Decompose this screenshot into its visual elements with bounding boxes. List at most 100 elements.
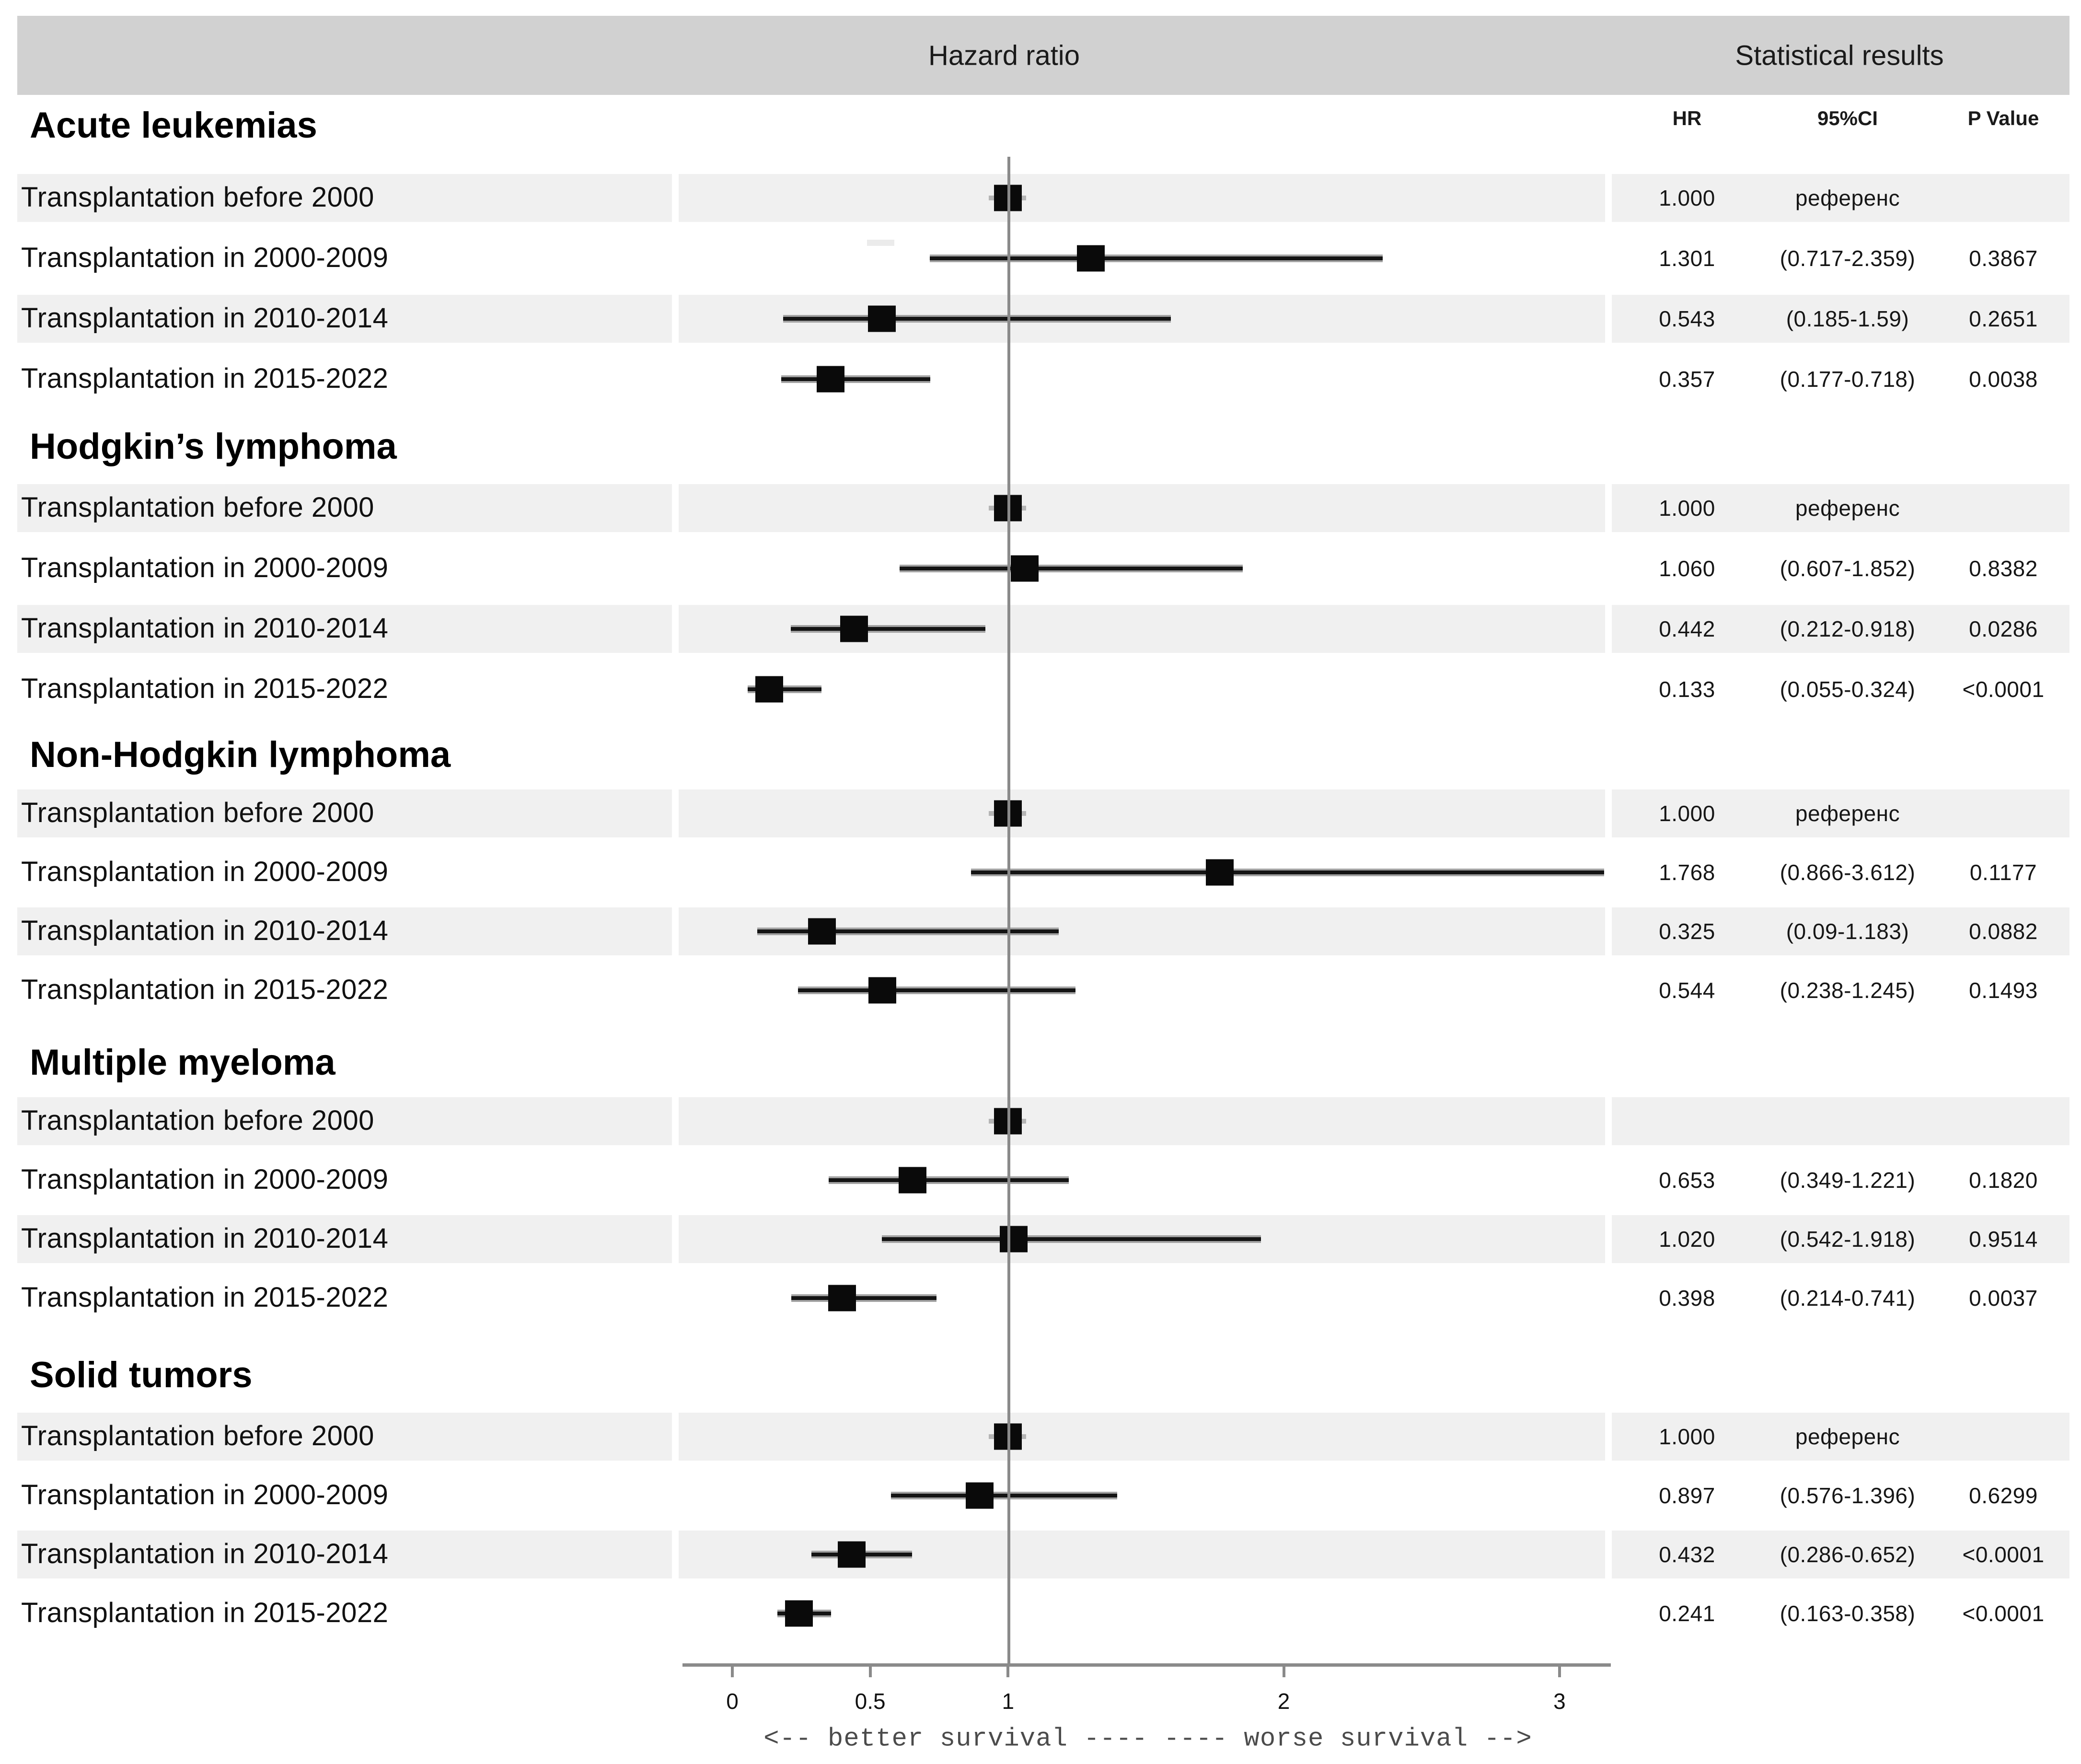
stat-ci-solid-tumors-row-3: (0.163-0.358) — [1780, 1601, 1916, 1626]
stat-ci-hodgkin-s-lymphoma-row-0: референс — [1795, 496, 1900, 521]
stat-p-solid-tumors-row-3: <0.0001 — [1962, 1601, 2045, 1626]
row-label-solid-tumors-row-2: Transplantation in 2010-2014 — [21, 1538, 389, 1570]
stat-p-hodgkin-s-lymphoma-row-1: 0.8382 — [1969, 556, 2038, 581]
row-band-stats-solid-tumors-row-2 — [1612, 1531, 2069, 1578]
row-band-plot-multiple-myeloma-row-0 — [679, 1097, 1605, 1145]
stat-hr-solid-tumors-row-0: 1.000 — [1659, 1424, 1715, 1449]
stats-title: Statistical results — [1735, 40, 1944, 71]
x-tick-label-3: 3 — [1553, 1689, 1566, 1714]
render-artifact-dash — [867, 240, 894, 246]
row-label-multiple-myeloma-row-1: Transplantation in 2000-2009 — [21, 1164, 389, 1195]
stat-ci-non-hodgkin-lymphoma-row-3: (0.238-1.245) — [1780, 978, 1916, 1003]
stat-ci-multiple-myeloma-row-2: (0.542-1.918) — [1780, 1227, 1916, 1252]
hr-marker-hodgkin-s-lymphoma-row-1 — [1010, 555, 1039, 582]
stat-p-acute-leukemias-row-3: 0.0038 — [1969, 367, 2038, 392]
stat-hr-acute-leukemias-row-3: 0.357 — [1659, 367, 1715, 392]
col-header-pvalue: P Value — [1967, 107, 2039, 129]
row-band-stats-multiple-myeloma-row-0 — [1612, 1097, 2069, 1145]
ci-whisker-acute-leukemias-row-1 — [930, 255, 1383, 262]
stat-hr-non-hodgkin-lymphoma-row-2: 0.325 — [1659, 919, 1715, 944]
stat-p-non-hodgkin-lymphoma-row-1: 0.1177 — [1969, 860, 2037, 885]
stat-hr-hodgkin-s-lymphoma-row-3: 0.133 — [1659, 677, 1715, 702]
stat-p-acute-leukemias-row-1: 0.3867 — [1969, 246, 2038, 271]
group-heading-solid-tumors: Solid tumors — [30, 1355, 253, 1396]
stat-ci-acute-leukemias-row-2: (0.185-1.59) — [1786, 306, 1909, 331]
hr-marker-multiple-myeloma-row-3 — [828, 1285, 856, 1311]
ci-whisker-hodgkin-s-lymphoma-row-1 — [900, 565, 1243, 572]
row-band-label-hodgkin-s-lymphoma-row-2 — [17, 605, 672, 653]
col-header-ci: 95%CI — [1817, 107, 1878, 129]
stat-ci-acute-leukemias-row-3: (0.177-0.718) — [1780, 367, 1916, 392]
row-label-solid-tumors-row-3: Transplantation in 2015-2022 — [21, 1597, 389, 1629]
x-axis-caption: <-- better survival ---- ---- worse surv… — [763, 1724, 1532, 1754]
hr-marker-acute-leukemias-row-3 — [817, 366, 845, 393]
stat-p-non-hodgkin-lymphoma-row-2: 0.0882 — [1969, 919, 2038, 944]
stat-ci-solid-tumors-row-0: референс — [1795, 1424, 1900, 1449]
group-heading-non-hodgkin-lymphoma: Non-Hodgkin lymphoma — [30, 734, 451, 776]
x-tick-2 — [1282, 1665, 1285, 1677]
stat-ci-hodgkin-s-lymphoma-row-1: (0.607-1.852) — [1780, 556, 1916, 581]
stat-ci-multiple-myeloma-row-3: (0.214-0.741) — [1780, 1286, 1916, 1311]
row-band-label-acute-leukemias-row-0 — [17, 174, 672, 222]
x-tick-0 — [731, 1665, 734, 1677]
stat-ci-hodgkin-s-lymphoma-row-3: (0.055-0.324) — [1780, 677, 1916, 702]
reference-line — [1007, 157, 1010, 1665]
row-label-multiple-myeloma-row-3: Transplantation in 2015-2022 — [21, 1282, 389, 1313]
stat-p-acute-leukemias-row-2: 0.2651 — [1969, 306, 2038, 331]
stat-hr-acute-leukemias-row-0: 1.000 — [1659, 186, 1715, 210]
row-label-non-hodgkin-lymphoma-row-0: Transplantation before 2000 — [21, 797, 374, 829]
hr-marker-solid-tumors-row-3 — [785, 1600, 813, 1627]
x-tick-3 — [1558, 1665, 1561, 1677]
stat-hr-multiple-myeloma-row-1: 0.653 — [1659, 1168, 1715, 1193]
row-band-label-multiple-myeloma-row-2 — [17, 1215, 672, 1263]
ci-whisker-multiple-myeloma-row-3 — [791, 1294, 937, 1302]
row-label-non-hodgkin-lymphoma-row-3: Transplantation in 2015-2022 — [21, 974, 389, 1006]
hr-marker-non-hodgkin-lymphoma-row-2 — [808, 918, 836, 945]
row-band-label-non-hodgkin-lymphoma-row-2 — [17, 907, 672, 955]
x-tick-label-0.5: 0.5 — [855, 1689, 886, 1714]
hr-marker-solid-tumors-row-1 — [966, 1482, 994, 1509]
row-label-hodgkin-s-lymphoma-row-0: Transplantation before 2000 — [21, 492, 374, 523]
stat-hr-hodgkin-s-lymphoma-row-0: 1.000 — [1659, 496, 1715, 521]
row-label-acute-leukemias-row-2: Transplantation in 2010-2014 — [21, 302, 389, 334]
x-axis-line — [682, 1663, 1611, 1667]
ci-whisker-solid-tumors-row-1 — [891, 1492, 1118, 1499]
row-band-stats-acute-leukemias-row-2 — [1612, 295, 2069, 343]
row-label-solid-tumors-row-0: Transplantation before 2000 — [21, 1420, 374, 1452]
ci-whisker-hodgkin-s-lymphoma-row-2 — [790, 625, 986, 633]
row-band-plot-acute-leukemias-row-0 — [679, 174, 1605, 222]
stat-hr-multiple-myeloma-row-2: 1.020 — [1659, 1227, 1715, 1252]
stat-p-solid-tumors-row-2: <0.0001 — [1962, 1542, 2045, 1567]
plot-title: Hazard ratio — [928, 40, 1080, 71]
row-band-stats-non-hodgkin-lymphoma-row-0 — [1612, 789, 2069, 837]
row-label-solid-tumors-row-1: Transplantation in 2000-2009 — [21, 1479, 389, 1511]
stat-p-multiple-myeloma-row-1: 0.1820 — [1969, 1168, 2038, 1193]
stat-ci-acute-leukemias-row-1: (0.717-2.359) — [1780, 246, 1916, 271]
row-band-label-non-hodgkin-lymphoma-row-0 — [17, 789, 672, 837]
stat-p-multiple-myeloma-row-2: 0.9514 — [1969, 1227, 2038, 1252]
row-label-acute-leukemias-row-0: Transplantation before 2000 — [21, 182, 374, 213]
row-label-acute-leukemias-row-1: Transplantation in 2000-2009 — [21, 242, 389, 274]
stat-ci-solid-tumors-row-2: (0.286-0.652) — [1780, 1542, 1916, 1567]
group-heading-acute-leukemias: Acute leukemias — [30, 105, 317, 146]
row-band-stats-acute-leukemias-row-0 — [1612, 174, 2069, 222]
row-band-stats-solid-tumors-row-0 — [1612, 1413, 2069, 1461]
stat-hr-non-hodgkin-lymphoma-row-0: 1.000 — [1659, 801, 1715, 826]
ci-whisker-non-hodgkin-lymphoma-row-1 — [971, 869, 1604, 876]
hr-marker-acute-leukemias-row-2 — [868, 305, 896, 332]
stat-ci-non-hodgkin-lymphoma-row-2: (0.09-1.183) — [1786, 919, 1909, 944]
group-heading-hodgkin-s-lymphoma: Hodgkin’s lymphoma — [30, 426, 397, 467]
row-band-stats-multiple-myeloma-row-2 — [1612, 1215, 2069, 1263]
row-band-stats-non-hodgkin-lymphoma-row-2 — [1612, 907, 2069, 955]
stat-ci-hodgkin-s-lymphoma-row-2: (0.212-0.918) — [1780, 616, 1916, 641]
row-label-hodgkin-s-lymphoma-row-3: Transplantation in 2015-2022 — [21, 673, 389, 705]
row-band-label-solid-tumors-row-2 — [17, 1531, 672, 1578]
stat-hr-acute-leukemias-row-2: 0.543 — [1659, 306, 1715, 331]
row-label-hodgkin-s-lymphoma-row-1: Transplantation in 2000-2009 — [21, 552, 389, 584]
stat-p-solid-tumors-row-1: 0.6299 — [1969, 1483, 2038, 1508]
hr-marker-acute-leukemias-row-1 — [1077, 245, 1105, 272]
row-band-stats-hodgkin-s-lymphoma-row-2 — [1612, 605, 2069, 653]
